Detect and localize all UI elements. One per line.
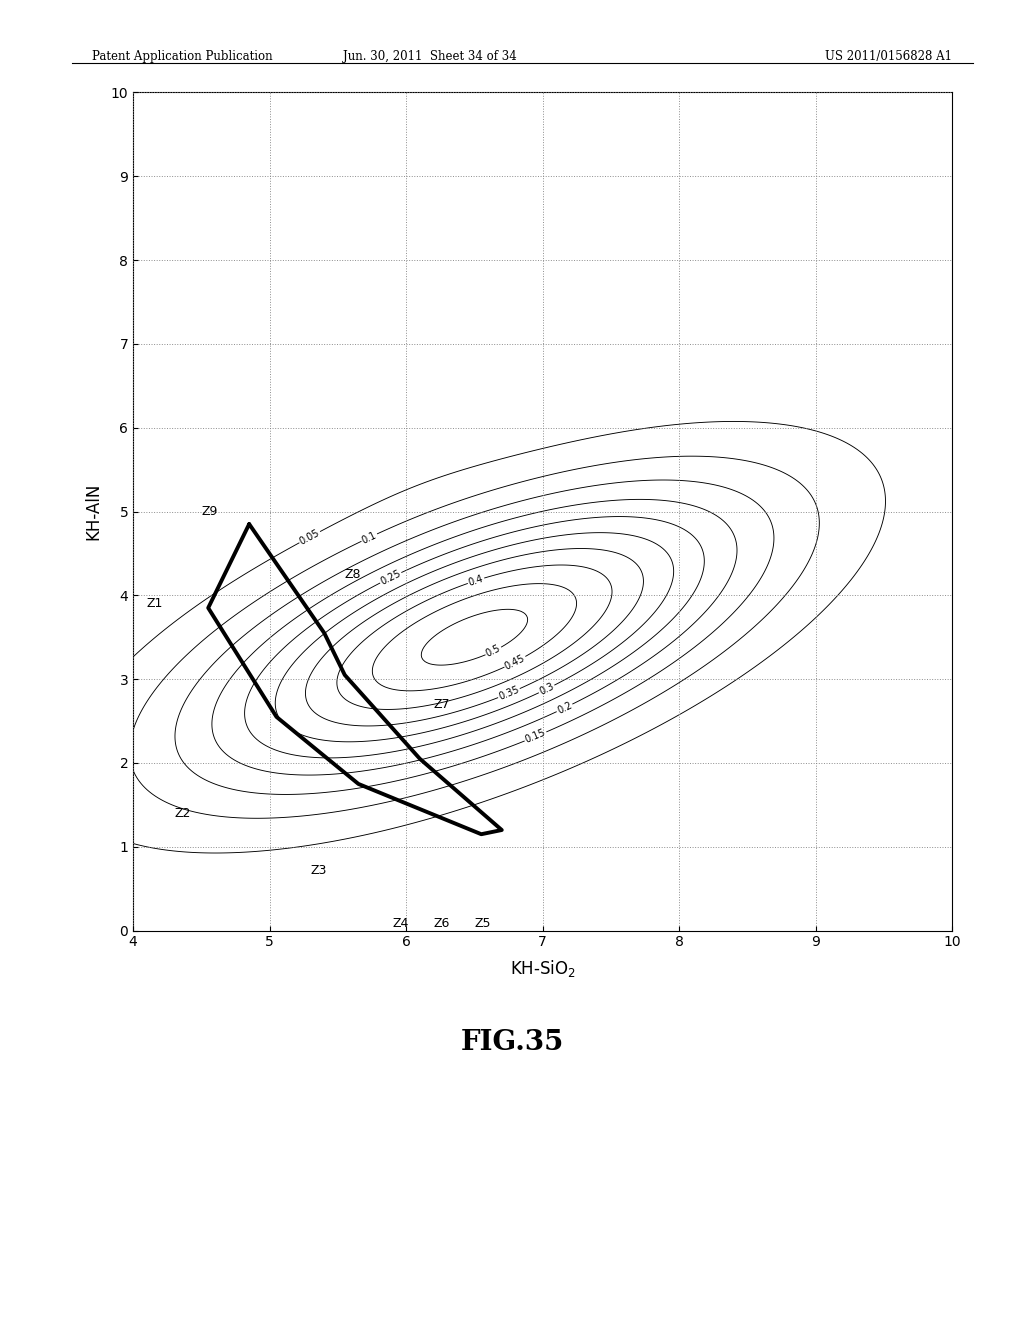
Text: 0.4: 0.4	[467, 573, 484, 587]
Text: Jun. 30, 2011  Sheet 34 of 34: Jun. 30, 2011 Sheet 34 of 34	[343, 50, 517, 63]
Text: FIG.35: FIG.35	[461, 1030, 563, 1056]
Text: 0.25: 0.25	[379, 569, 402, 587]
X-axis label: KH-SiO$_2$: KH-SiO$_2$	[510, 958, 575, 979]
Text: Z7: Z7	[433, 698, 450, 710]
Text: Z3: Z3	[310, 863, 327, 876]
Text: Patent Application Publication: Patent Application Publication	[92, 50, 272, 63]
Text: Z4: Z4	[392, 917, 409, 931]
Text: 0.1: 0.1	[360, 529, 378, 545]
Text: 0.5: 0.5	[484, 643, 503, 659]
Text: Z5: Z5	[474, 917, 490, 931]
Text: 0.45: 0.45	[503, 652, 527, 672]
Text: Z9: Z9	[202, 506, 218, 517]
Text: 0.35: 0.35	[498, 685, 521, 702]
Text: 0.15: 0.15	[523, 727, 548, 746]
Text: 0.2: 0.2	[555, 700, 573, 715]
Text: Z6: Z6	[433, 917, 450, 931]
Text: 0.3: 0.3	[538, 681, 556, 697]
Text: Z2: Z2	[174, 807, 190, 820]
Text: Z8: Z8	[345, 568, 361, 581]
Text: Z1: Z1	[146, 597, 163, 610]
Text: US 2011/0156828 A1: US 2011/0156828 A1	[825, 50, 952, 63]
Y-axis label: KH-AlN: KH-AlN	[84, 483, 102, 540]
Text: 0.05: 0.05	[298, 528, 322, 546]
